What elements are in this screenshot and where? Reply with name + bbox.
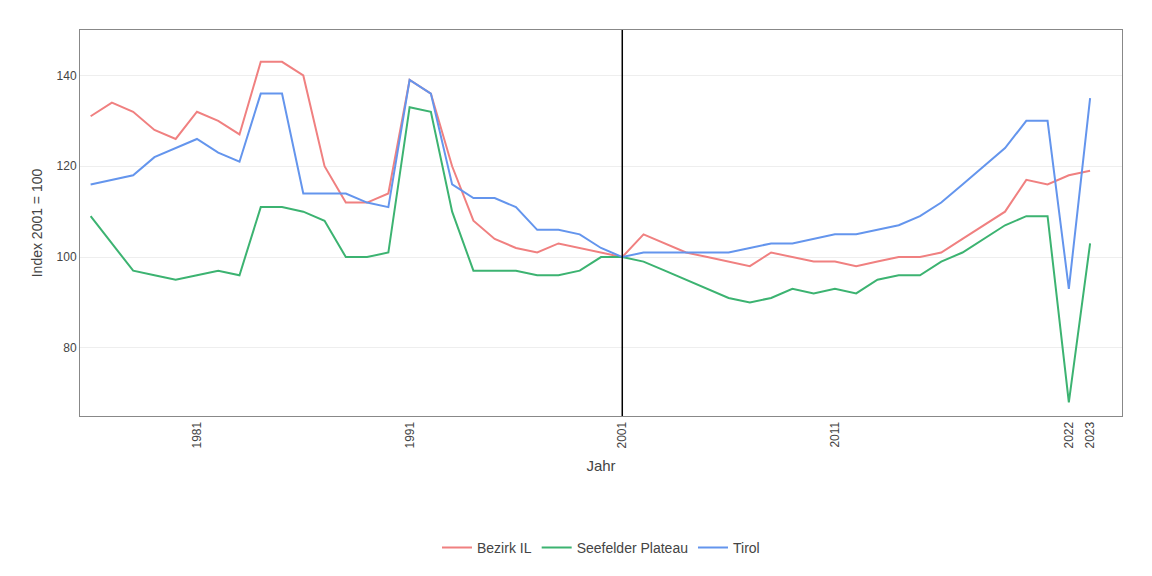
svg-text:Tirol: Tirol bbox=[733, 540, 760, 556]
svg-text:Index 2001 = 100: Index 2001 = 100 bbox=[29, 168, 45, 277]
svg-text:Bezirk IL: Bezirk IL bbox=[477, 540, 532, 556]
svg-text:1981: 1981 bbox=[190, 421, 204, 448]
svg-text:2011: 2011 bbox=[828, 421, 842, 447]
svg-text:80: 80 bbox=[63, 341, 77, 355]
svg-text:2022: 2022 bbox=[1062, 421, 1076, 448]
svg-text:120: 120 bbox=[57, 159, 77, 173]
svg-text:2001: 2001 bbox=[615, 421, 629, 448]
svg-text:Jahr: Jahr bbox=[586, 457, 615, 474]
svg-text:140: 140 bbox=[57, 69, 77, 83]
svg-text:2023: 2023 bbox=[1083, 421, 1097, 448]
svg-text:Seefelder Plateau: Seefelder Plateau bbox=[577, 540, 688, 556]
svg-text:1991: 1991 bbox=[403, 421, 417, 448]
svg-text:100: 100 bbox=[57, 250, 77, 264]
